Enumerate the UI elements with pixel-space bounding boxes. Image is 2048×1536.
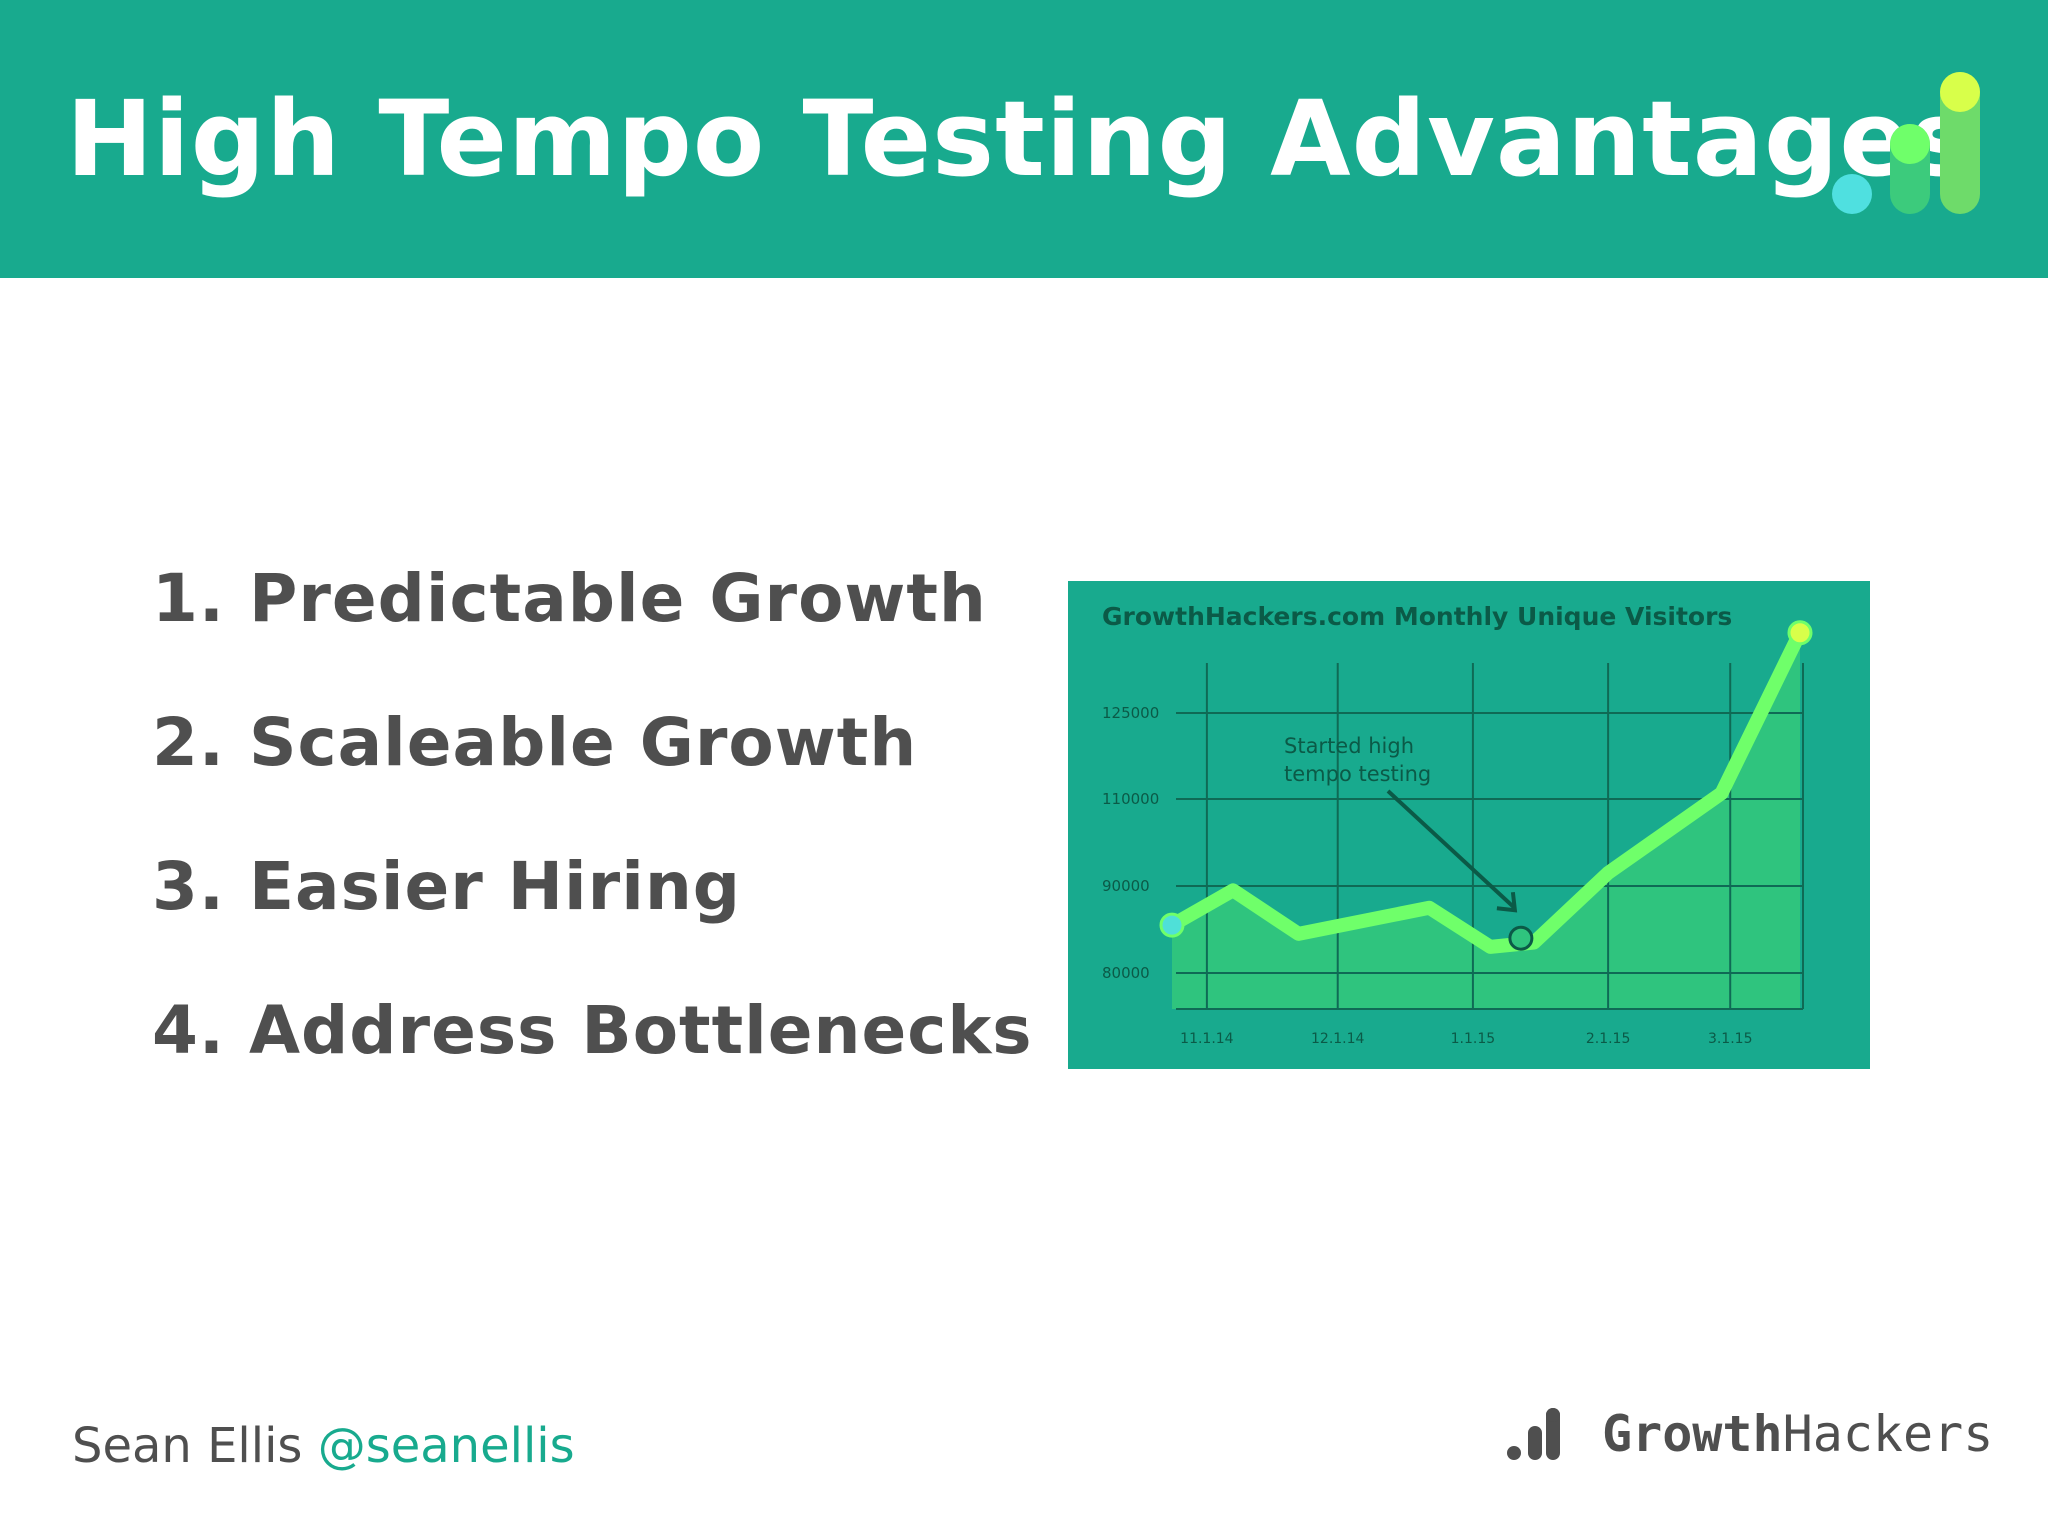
x-tick-label: 3.1.15 <box>1708 1031 1753 1047</box>
y-tick-label: 110000 <box>1102 790 1159 808</box>
list-item: 1. Predictable Growth <box>152 560 987 637</box>
annotation-arrow <box>1386 789 1517 910</box>
growthhackers-logo: GrowthHackers <box>1506 1404 1996 1464</box>
y-tick-label: 125000 <box>1102 704 1159 722</box>
advantages-list: 1. Predictable Growth 2. Scaleable Growt… <box>152 560 1033 1136</box>
visitors-chart: GrowthHackers.com Monthly Unique Visitor… <box>1068 581 1870 1069</box>
y-tick-label: 90000 <box>1102 877 1150 895</box>
x-tick-label: 1.1.15 <box>1451 1031 1496 1047</box>
x-tick-label: 11.1.14 <box>1180 1031 1234 1047</box>
growth-bars-icon <box>1832 72 1980 214</box>
slide-title: High Tempo Testing Advantages <box>66 78 1974 200</box>
y-tick-label: 80000 <box>1102 964 1150 982</box>
brand-part-growth: Growth <box>1602 1405 1783 1463</box>
chart-canvas: GrowthHackers.com Monthly Unique Visitor… <box>1102 602 1813 1047</box>
list-item: 3. Easier Hiring <box>152 848 742 925</box>
header-bar: High Tempo Testing Advantages <box>0 0 2048 278</box>
author-name: Sean Ellis <box>72 1418 303 1474</box>
start-marker <box>1159 912 1185 938</box>
annotation-marker <box>1508 925 1534 951</box>
list-item: 2. Scaleable Growth <box>152 704 918 781</box>
annotation-text: Started high <box>1284 734 1414 758</box>
author-handle: @seanellis <box>317 1418 575 1474</box>
chart-area <box>1172 632 1800 1009</box>
chart-title: GrowthHackers.com Monthly Unique Visitor… <box>1102 602 1732 631</box>
annotation-arrowhead <box>1496 891 1518 913</box>
brand-part-hackers: Hackers <box>1782 1405 1994 1463</box>
list-item: 4. Address Bottlenecks <box>152 992 1033 1069</box>
annotation-text: tempo testing <box>1284 762 1431 786</box>
x-tick-label: 12.1.14 <box>1311 1031 1365 1047</box>
series-line <box>1165 625 1807 954</box>
brand-wordmark: GrowthHackers <box>1602 1404 1993 1464</box>
growthhackers-logo-icon <box>1507 1408 1560 1460</box>
x-tick-label: 2.1.15 <box>1586 1031 1631 1047</box>
end-marker <box>1787 620 1813 646</box>
author-credit: Sean Ellis @seanellis <box>72 1418 575 1474</box>
